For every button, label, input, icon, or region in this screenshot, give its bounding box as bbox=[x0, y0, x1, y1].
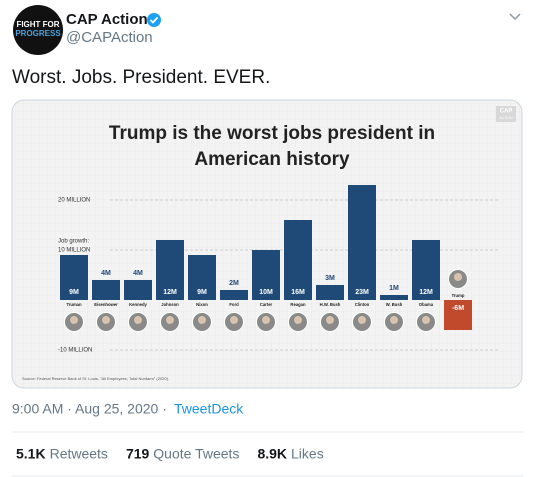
bar bbox=[412, 240, 440, 300]
value-label: 9M bbox=[197, 289, 207, 296]
portrait-face bbox=[422, 316, 430, 324]
avatar-text: FIGHT FOR bbox=[16, 20, 59, 29]
value-label: 9M bbox=[69, 289, 79, 296]
value-label: 2M bbox=[229, 280, 239, 287]
portrait-face bbox=[454, 273, 462, 281]
stat-label[interactable]: Quote Tweets bbox=[153, 446, 239, 462]
stat-count[interactable]: 8.9K bbox=[257, 446, 287, 462]
handle[interactable]: @CAPAction bbox=[66, 29, 153, 46]
category-label: Reagan bbox=[290, 302, 306, 307]
category-label: W. Bush bbox=[386, 302, 403, 307]
bar bbox=[348, 185, 376, 300]
stats: 5.1K Retweets 719 Quote Tweets 8.9K Likes bbox=[16, 446, 324, 462]
category-label: Nixon bbox=[196, 302, 208, 307]
avatar[interactable] bbox=[13, 5, 63, 55]
category-label: H.W. Bush bbox=[320, 302, 341, 307]
portrait-face bbox=[198, 316, 206, 324]
category-label: Eisenhower bbox=[94, 302, 118, 307]
tweet-text: Worst. Jobs. President. EVER. bbox=[12, 67, 270, 88]
category-label: Obama bbox=[419, 302, 434, 307]
menu-chevron[interactable] bbox=[509, 13, 521, 21]
bar bbox=[156, 240, 184, 300]
value-label: 1M bbox=[389, 285, 399, 292]
stat-label[interactable]: Likes bbox=[291, 446, 324, 462]
category-label: Truman bbox=[66, 302, 82, 307]
source-note: Source: Federal Reserve Bank of St. Loui… bbox=[22, 376, 169, 381]
verified-badge bbox=[147, 13, 161, 27]
portrait-face bbox=[70, 316, 78, 324]
bar bbox=[284, 220, 312, 300]
portrait-face bbox=[358, 316, 366, 324]
value-label: 4M bbox=[101, 270, 111, 277]
bar bbox=[380, 295, 408, 300]
value-label: 23M bbox=[355, 289, 369, 296]
value-label: 10M bbox=[259, 289, 273, 296]
category-label: Carter bbox=[260, 302, 273, 307]
bar bbox=[444, 300, 472, 330]
bar bbox=[188, 255, 216, 300]
stat-count[interactable]: 719 bbox=[126, 446, 150, 462]
logo bbox=[496, 106, 516, 122]
category-label: Trump bbox=[452, 293, 465, 298]
stat-count[interactable]: 5.1K bbox=[16, 446, 46, 462]
value-label: 12M bbox=[163, 289, 177, 296]
portrait-face bbox=[134, 316, 142, 324]
y-tick-label: -10 MILLION bbox=[58, 348, 92, 354]
timestamp[interactable]: 9:00 AM · Aug 25, 2020 · bbox=[12, 401, 167, 417]
portrait-face bbox=[230, 316, 238, 324]
category-label: Johnson bbox=[161, 302, 179, 307]
category-label: Kennedy bbox=[129, 302, 147, 307]
category-label: Ford bbox=[229, 302, 239, 307]
y-annotation: Job growth: bbox=[58, 239, 89, 245]
portrait-face bbox=[390, 316, 398, 324]
y-tick-label: 20 MILLION bbox=[58, 198, 90, 204]
portrait-face bbox=[102, 316, 110, 324]
display-name[interactable]: CAP Action bbox=[66, 11, 148, 28]
bar bbox=[92, 280, 120, 300]
stat-label[interactable]: Retweets bbox=[50, 446, 108, 462]
value-label: 3M bbox=[325, 275, 335, 282]
portrait-face bbox=[326, 316, 334, 324]
value-label: 4M bbox=[133, 270, 143, 277]
source-app[interactable]: TweetDeck bbox=[174, 401, 244, 417]
value-label: 16M bbox=[291, 289, 305, 296]
value-label: 12M bbox=[419, 289, 433, 296]
logo-text: CAP bbox=[500, 109, 513, 115]
chart-title: American history bbox=[194, 149, 350, 170]
category-label: Clinton bbox=[355, 302, 370, 307]
value-label: -6M bbox=[452, 305, 464, 312]
logo-text: ACTION bbox=[499, 116, 513, 120]
plot: 20 MILLION 10 MILLION -10 MILLION 9M Truman 4… bbox=[58, 185, 500, 354]
portrait-face bbox=[166, 316, 174, 324]
portrait-face bbox=[262, 316, 270, 324]
bar bbox=[252, 250, 280, 300]
y-tick-label: 10 MILLION bbox=[58, 248, 90, 254]
verified-check bbox=[149, 16, 159, 24]
bar bbox=[316, 285, 344, 300]
bar bbox=[124, 280, 152, 300]
chart-title: Trump is the worst jobs president in bbox=[109, 123, 435, 144]
bar bbox=[220, 290, 248, 300]
bar bbox=[60, 255, 88, 300]
avatar-text: PROGRESS bbox=[15, 29, 61, 38]
portrait-face bbox=[294, 316, 302, 324]
